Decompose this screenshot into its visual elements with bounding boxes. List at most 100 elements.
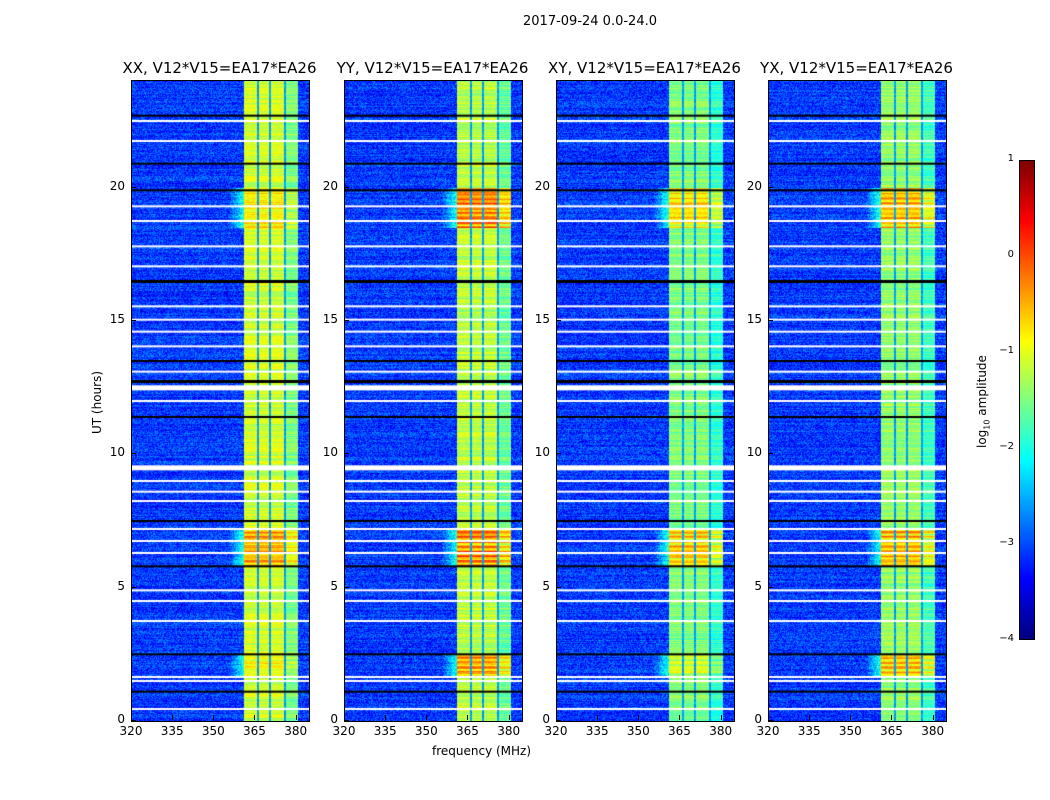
y-tick-mark xyxy=(344,320,349,321)
y-tick-label: 20 xyxy=(746,178,762,193)
panel-title: YY, V12*V15=EA17*EA26 xyxy=(336,59,529,77)
y-tick-mark xyxy=(768,720,773,721)
colorbar xyxy=(1019,160,1035,640)
y-tick-label: 5 xyxy=(542,578,550,593)
x-tick-mark xyxy=(809,715,811,720)
x-tick-mark xyxy=(720,715,722,720)
y-tick-label: 0 xyxy=(542,712,550,726)
y-tick-label: 0 xyxy=(754,712,762,726)
y-tick-label: 5 xyxy=(330,578,338,593)
x-tick-mark xyxy=(131,715,132,720)
x-tick-label: 380 xyxy=(709,724,733,738)
x-tick-label: 350 xyxy=(201,724,225,738)
y-axis-label: UT (hours) xyxy=(90,370,104,434)
colorbar-label-tail: amplitude xyxy=(975,355,989,420)
y-tick-label: 10 xyxy=(534,445,550,460)
x-tick-mark xyxy=(679,715,681,720)
x-tick-mark xyxy=(638,715,640,720)
y-tick-mark xyxy=(768,186,773,188)
y-tick-label: 20 xyxy=(534,178,550,193)
y-tick-label: 10 xyxy=(109,445,125,460)
panel-title: YX, V12*V15=EA17*EA26 xyxy=(760,59,953,77)
y-tick-label: 0 xyxy=(117,712,125,726)
x-tick-mark xyxy=(768,715,769,720)
x-tick-label: 350 xyxy=(838,724,862,738)
x-tick-label: 320 xyxy=(332,724,356,738)
x-tick-mark xyxy=(508,715,510,720)
x-tick-label: 350 xyxy=(626,724,650,738)
colorbar-tick-label: −1 xyxy=(999,345,1014,356)
x-tick-mark xyxy=(932,715,934,720)
x-axis-label: frequency (MHz) xyxy=(432,744,532,758)
y-tick-label: 5 xyxy=(754,578,762,593)
x-tick-label: 335 xyxy=(797,724,821,738)
y-tick-mark xyxy=(556,186,561,188)
x-tick-label: 320 xyxy=(756,724,780,738)
x-tick-mark xyxy=(556,715,557,720)
x-tick-mark xyxy=(597,715,599,720)
colorbar-tick-label: −4 xyxy=(999,633,1014,644)
y-tick-label: 20 xyxy=(109,178,125,193)
x-tick-mark xyxy=(850,715,852,720)
colorbar-tick-label: −3 xyxy=(999,537,1014,548)
y-tick-label: 15 xyxy=(322,312,338,326)
y-tick-label: 0 xyxy=(330,712,338,726)
colorbar-label: log10 amplitude xyxy=(975,355,991,448)
x-tick-label: 380 xyxy=(921,724,945,738)
spectrogram-panel xyxy=(556,80,735,722)
panel-title: XY, V12*V15=EA17*EA26 xyxy=(548,59,741,77)
y-tick-mark xyxy=(768,453,773,455)
x-tick-mark xyxy=(254,715,256,720)
y-tick-label: 10 xyxy=(322,445,338,460)
y-tick-mark xyxy=(344,720,349,721)
colorbar-tick-label: 1 xyxy=(1007,153,1014,164)
x-tick-mark xyxy=(213,715,215,720)
x-tick-label: 380 xyxy=(497,724,521,738)
colorbar-label-main: log xyxy=(975,429,989,448)
panel-title: XX, V12*V15=EA17*EA26 xyxy=(122,59,317,77)
figure-title: 2017-09-24 0.0-24.0 xyxy=(523,14,657,29)
y-tick-mark xyxy=(131,320,136,321)
spectrogram-panel xyxy=(768,80,947,722)
x-tick-mark xyxy=(344,715,345,720)
x-tick-mark xyxy=(172,715,174,720)
x-tick-label: 365 xyxy=(456,724,479,738)
y-tick-mark xyxy=(131,720,136,721)
y-tick-label: 15 xyxy=(109,312,125,326)
y-tick-mark xyxy=(768,320,773,321)
x-tick-label: 350 xyxy=(414,724,438,738)
y-tick-label: 5 xyxy=(117,578,125,593)
y-tick-label: 10 xyxy=(746,445,762,460)
x-tick-label: 365 xyxy=(880,724,903,738)
y-tick-mark xyxy=(344,453,349,455)
x-tick-mark xyxy=(426,715,428,720)
x-tick-label: 335 xyxy=(585,724,609,738)
colorbar-label-sub: 10 xyxy=(982,419,992,430)
x-tick-label: 365 xyxy=(668,724,691,738)
x-tick-label: 365 xyxy=(243,724,266,738)
x-tick-label: 320 xyxy=(119,724,143,738)
y-tick-mark xyxy=(131,186,136,188)
x-tick-label: 335 xyxy=(160,724,184,738)
y-tick-label: 15 xyxy=(746,312,762,326)
y-tick-mark xyxy=(131,453,136,455)
x-tick-label: 320 xyxy=(544,724,568,738)
y-tick-mark xyxy=(768,586,773,588)
y-tick-label: 15 xyxy=(534,312,550,326)
x-tick-mark xyxy=(891,715,893,720)
y-tick-label: 20 xyxy=(322,178,338,193)
y-tick-mark xyxy=(556,320,561,321)
y-tick-mark xyxy=(556,453,561,455)
y-tick-mark xyxy=(556,720,561,721)
y-tick-mark xyxy=(344,586,349,588)
x-tick-mark xyxy=(467,715,469,720)
x-tick-mark xyxy=(385,715,387,720)
spectrogram-panel xyxy=(131,80,310,722)
y-tick-mark xyxy=(131,586,136,588)
colorbar-tick-label: −2 xyxy=(999,441,1014,452)
y-tick-mark xyxy=(556,586,561,588)
x-tick-label: 335 xyxy=(373,724,397,738)
x-tick-mark xyxy=(295,715,297,720)
x-tick-label: 380 xyxy=(284,724,308,738)
